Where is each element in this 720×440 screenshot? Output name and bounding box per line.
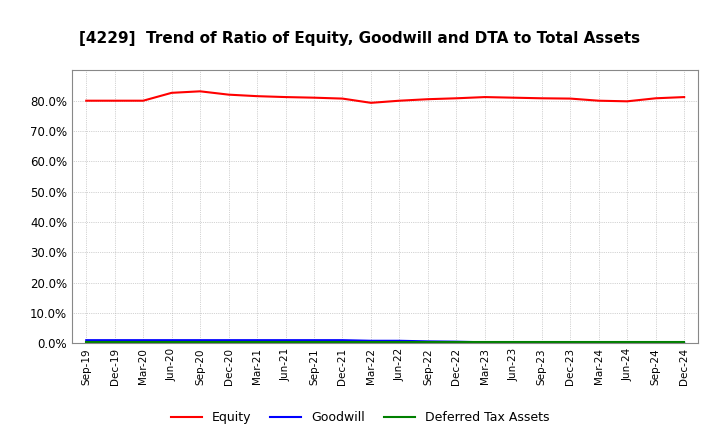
Goodwill [282, 337, 290, 343]
Text: [4229]  Trend of Ratio of Equity, Goodwill and DTA to Total Assets: [4229] Trend of Ratio of Equity, Goodwil… [79, 31, 641, 46]
Equity [167, 90, 176, 95]
Deferred Tax Assets [310, 340, 318, 345]
Goodwill [167, 337, 176, 343]
Legend: Equity, Goodwill, Deferred Tax Assets: Equity, Goodwill, Deferred Tax Assets [166, 407, 554, 429]
Equity [310, 95, 318, 100]
Goodwill [623, 340, 631, 345]
Deferred Tax Assets [509, 340, 518, 345]
Deferred Tax Assets [480, 340, 489, 345]
Goodwill [537, 340, 546, 345]
Deferred Tax Assets [595, 340, 603, 345]
Equity [623, 99, 631, 104]
Equity [225, 92, 233, 97]
Goodwill [196, 337, 204, 343]
Deferred Tax Assets [452, 340, 461, 345]
Deferred Tax Assets [623, 340, 631, 345]
Deferred Tax Assets [680, 340, 688, 345]
Deferred Tax Assets [395, 340, 404, 345]
Goodwill [395, 338, 404, 343]
Goodwill [652, 340, 660, 345]
Goodwill [82, 337, 91, 343]
Goodwill [566, 340, 575, 345]
Goodwill [253, 337, 261, 343]
Goodwill [338, 337, 347, 343]
Goodwill [225, 337, 233, 343]
Goodwill [452, 339, 461, 345]
Deferred Tax Assets [566, 340, 575, 345]
Goodwill [366, 338, 375, 343]
Equity [652, 95, 660, 101]
Goodwill [139, 337, 148, 343]
Equity [595, 98, 603, 103]
Deferred Tax Assets [652, 340, 660, 345]
Deferred Tax Assets [167, 340, 176, 345]
Equity [196, 89, 204, 94]
Goodwill [310, 337, 318, 343]
Equity [566, 96, 575, 101]
Deferred Tax Assets [338, 340, 347, 345]
Equity [452, 95, 461, 101]
Line: Equity: Equity [86, 92, 684, 103]
Goodwill [423, 339, 432, 344]
Deferred Tax Assets [110, 340, 119, 345]
Goodwill [480, 340, 489, 345]
Equity [480, 95, 489, 100]
Goodwill [110, 337, 119, 343]
Deferred Tax Assets [282, 340, 290, 345]
Equity [282, 95, 290, 100]
Deferred Tax Assets [537, 340, 546, 345]
Equity [537, 95, 546, 101]
Equity [423, 96, 432, 102]
Deferred Tax Assets [139, 340, 148, 345]
Deferred Tax Assets [82, 340, 91, 345]
Equity [395, 98, 404, 103]
Equity [253, 94, 261, 99]
Equity [139, 98, 148, 103]
Goodwill [595, 340, 603, 345]
Equity [366, 100, 375, 106]
Goodwill [680, 340, 688, 345]
Deferred Tax Assets [253, 340, 261, 345]
Deferred Tax Assets [225, 340, 233, 345]
Equity [338, 96, 347, 101]
Goodwill [509, 340, 518, 345]
Equity [680, 95, 688, 100]
Equity [110, 98, 119, 103]
Deferred Tax Assets [366, 340, 375, 345]
Equity [82, 98, 91, 103]
Deferred Tax Assets [196, 340, 204, 345]
Deferred Tax Assets [423, 340, 432, 345]
Line: Goodwill: Goodwill [86, 340, 684, 343]
Equity [509, 95, 518, 100]
